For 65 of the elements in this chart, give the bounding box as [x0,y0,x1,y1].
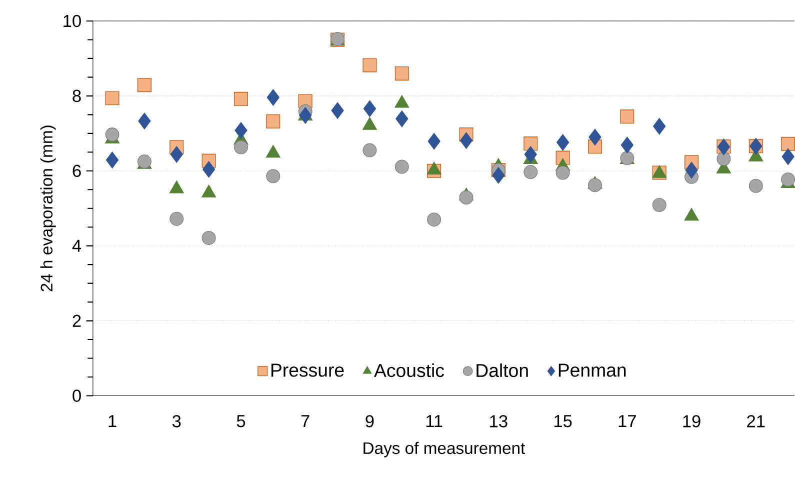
point [588,128,602,146]
point [459,190,474,205]
legend-label: Acoustic [374,364,444,378]
point [428,133,440,150]
point [394,66,409,81]
y-tick-label: 0 [72,390,81,402]
point [524,136,538,151]
x-axis-title: Days of measurement [364,442,526,458]
point [137,78,152,92]
x-tick-label: 3 [172,415,181,428]
y-tick-label: 2 [72,314,81,327]
point [524,146,537,163]
legend-label: Dalton [476,364,528,378]
point [524,165,538,180]
y-axis-title: 24 h evaporation (mm) [40,126,56,292]
point [653,118,666,135]
legend-label: Penman [558,364,626,377]
point [299,107,312,124]
x-tick-label: 7 [301,415,310,428]
x-tick-label: 11 [426,415,442,428]
point [331,102,344,120]
point [170,146,183,163]
point [234,92,248,106]
point [685,162,698,179]
legend-label: Pressure [271,364,344,377]
x-tick-label: 1 [108,415,116,428]
point [170,212,184,226]
point [202,161,216,178]
point [234,140,248,154]
point [556,166,570,180]
point [556,134,570,151]
point [266,169,280,184]
point [716,152,731,166]
point [652,198,666,212]
x-tick-label: 5 [236,415,246,428]
point [588,178,602,192]
point [138,112,151,130]
y-tick-label: 8 [72,90,81,102]
x-tick-label: 19 [683,415,700,428]
point [427,212,442,227]
x-tick-label: 13 [490,415,508,428]
point [202,231,216,246]
point [362,58,377,72]
point [620,136,634,154]
point [394,160,409,174]
point [620,110,634,124]
x-tick-label: 17 [618,415,636,428]
x-tick-label: 21 [747,415,765,428]
point [106,152,119,169]
point [234,122,248,139]
point [266,114,280,129]
point [363,100,376,118]
point [105,128,120,142]
y-tick-label: 6 [72,164,81,178]
x-tick-label: 15 [554,415,572,428]
y-tick-label: 4 [72,240,82,252]
point [396,110,408,128]
x-tick-label: 9 [366,415,374,428]
y-tick-label: 10 [64,15,81,28]
point [105,91,120,106]
point [748,179,763,194]
point [492,167,505,184]
point [460,132,473,150]
point [362,143,377,158]
point [266,89,280,106]
